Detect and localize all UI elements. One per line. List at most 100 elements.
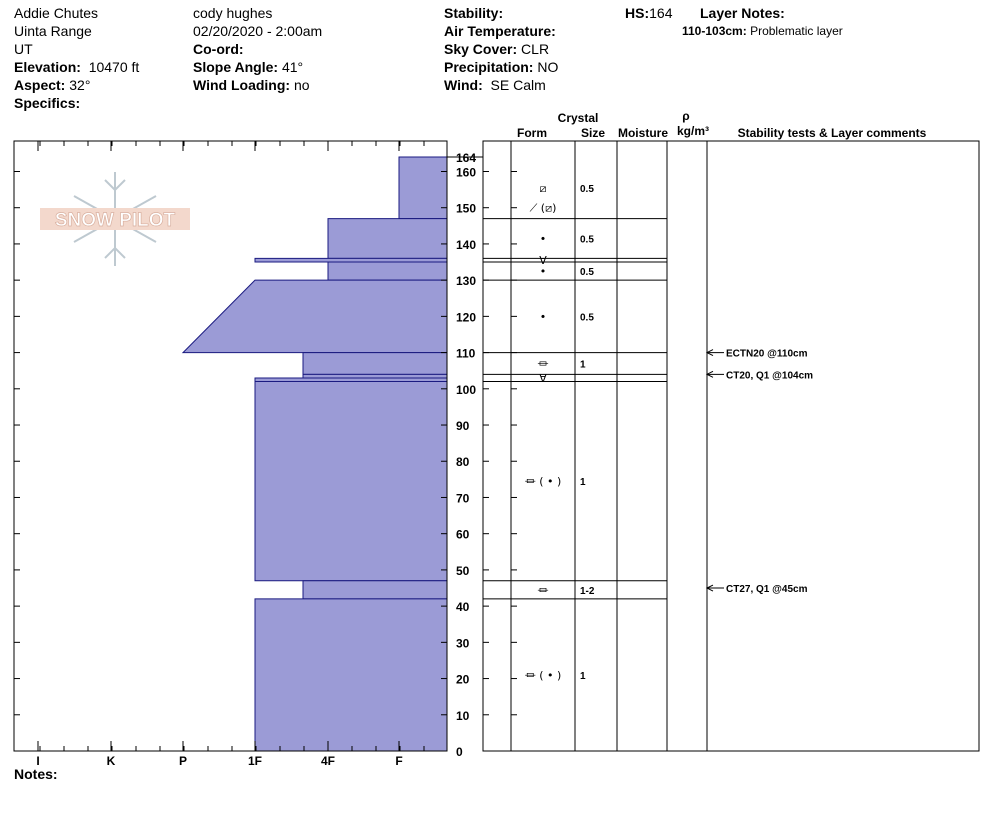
- layer-notes-row: Layer Notes:: [700, 4, 785, 22]
- hardness-layer: [181, 279, 448, 354]
- crystal-form: •: [540, 232, 547, 245]
- svg-text:SNOW PILOT: SNOW PILOT: [55, 210, 176, 231]
- aspect-value: 32°: [69, 77, 91, 93]
- table-frame: [482, 140, 980, 752]
- crystal-form: ⏛: [538, 357, 549, 370]
- y-tick-label: 40: [456, 600, 470, 614]
- hardness-layer: [254, 598, 448, 752]
- x-tick-label: K: [107, 754, 116, 768]
- test-label: ECTN20 @110cm: [726, 349, 808, 360]
- hardness-layer: [398, 156, 448, 220]
- y-tick-label: 110: [456, 347, 476, 361]
- crystal-size: 1: [580, 477, 586, 488]
- specifics-row: Specifics:: [14, 94, 80, 112]
- crystal-form: ⧄: [540, 182, 547, 195]
- precip-value: NO: [537, 59, 559, 75]
- x-tick-label: 1F: [248, 754, 262, 768]
- crystal-size: 1: [580, 359, 586, 370]
- crystal-size: 0.5: [580, 234, 594, 245]
- y-tick-label: 60: [456, 528, 470, 542]
- hardness-layer: [302, 580, 448, 600]
- hardness-layer: [302, 373, 448, 379]
- specifics-label: Specifics:: [14, 95, 81, 111]
- stability-tests: ECTN20 @110cm CT20, Q1 @104cm CT27, Q1 @45…: [705, 349, 813, 595]
- wind-row: Wind: SE Calm: [444, 76, 546, 94]
- stability-row: Stability:: [444, 4, 503, 22]
- y-tick-label: 150: [456, 202, 476, 216]
- y-tick-label: 0: [456, 745, 463, 759]
- air-temp-row: Air Temperature:: [444, 22, 556, 40]
- slope-label: Slope Angle:: [193, 59, 279, 75]
- hs-row: HS:164: [625, 4, 672, 22]
- hardness-layer: [302, 352, 448, 375]
- crystal-form-secondary: ⟋ (⧄): [530, 202, 557, 215]
- x-tick-label: P: [179, 754, 187, 768]
- test-label: CT27, Q1 @45cm: [726, 584, 808, 595]
- test-arrow-icon: [705, 584, 714, 592]
- test-arrow-icon: [705, 370, 714, 378]
- air-temp-label: Air Temperature:: [444, 23, 556, 39]
- hardness-layer: [254, 381, 448, 582]
- hardness-layer: [327, 218, 448, 259]
- hardness-layer: [254, 377, 448, 383]
- notes-label: Notes:: [14, 766, 58, 782]
- test-label: CT20, Q1 @104cm: [726, 370, 813, 381]
- hardness-profile: [181, 156, 448, 752]
- table-column-header: Form: [517, 126, 547, 140]
- y-tick-label: 100: [456, 383, 476, 397]
- slope-value: 41°: [281, 59, 304, 75]
- crystal-size: 1: [580, 671, 586, 682]
- coord-label: Co-ord:: [193, 41, 244, 57]
- layer-note-text: Problematic layer: [750, 24, 843, 38]
- observer-name: cody hughes: [193, 5, 273, 21]
- sky-cover-row: Sky Cover: CLR: [444, 40, 549, 58]
- coord-row: Co-ord:: [193, 40, 244, 58]
- elevation-value: 10470 ft: [88, 59, 140, 75]
- crystal-form: •: [540, 310, 547, 323]
- x-tick-label: I: [36, 754, 39, 768]
- crystal-form: ⏛: [538, 584, 549, 597]
- y-tick-label: 70: [456, 491, 470, 505]
- hardness-layer: [327, 261, 448, 281]
- y-tick-label: 30: [456, 636, 470, 650]
- y-tick-label: 10: [456, 709, 470, 723]
- wind-loading-row: Wind Loading: no: [193, 76, 310, 94]
- y-tick-label: 20: [456, 673, 470, 687]
- crystal-form: ∀: [539, 372, 547, 385]
- location-name: Addie Chutes: [14, 5, 99, 21]
- aspect-row: Aspect: 32°: [14, 76, 90, 94]
- table-column-header: Moisture: [618, 126, 668, 140]
- table-column-header: Stability tests & Layer comments: [738, 126, 927, 140]
- y-tick-label: 160: [456, 165, 476, 179]
- table-column-header: Size: [581, 126, 605, 140]
- layer-notes-label: Layer Notes:: [700, 5, 785, 21]
- y-tick-label: 80: [456, 455, 470, 469]
- stability-label: Stability:: [444, 5, 504, 21]
- hs-tick-label: 164: [456, 151, 476, 165]
- table-column-header: ρ: [682, 109, 689, 123]
- observation-datetime: 02/20/2020 - 2:00am: [193, 23, 323, 39]
- crystal-form: ∀: [539, 254, 547, 267]
- elevation-label: Elevation:: [14, 59, 81, 75]
- precip-row: Precipitation: NO: [444, 58, 558, 76]
- crystal-size: 0.5: [580, 184, 594, 195]
- layer-note-range: 110-103cm:: [682, 24, 747, 38]
- chart-axes: 0 10 20 30 40 50 60 70 80 90 100 110 120 130 140 150 160…: [13, 140, 517, 768]
- snowpilot-logo-text: SNOW PILOT: [40, 208, 190, 231]
- range-name: Uinta Range: [14, 23, 92, 39]
- wind-label: Wind:: [444, 77, 483, 93]
- aspect-label: Aspect:: [14, 77, 66, 93]
- slope-row: Slope Angle: 41°: [193, 58, 303, 76]
- sky-cover-label: Sky Cover:: [444, 41, 518, 57]
- crystal-size: 0.5: [580, 267, 594, 278]
- x-tick-label: F: [395, 754, 402, 768]
- state-name: UT: [14, 41, 33, 57]
- y-tick-label: 130: [456, 274, 476, 288]
- y-tick-label: 140: [456, 238, 476, 252]
- y-tick-label: 90: [456, 419, 470, 433]
- y-tick-label: 120: [456, 310, 476, 324]
- test-arrow-icon: [705, 349, 714, 357]
- elevation-row: Elevation: 10470 ft: [14, 58, 139, 76]
- sky-cover-value: CLR: [521, 41, 550, 57]
